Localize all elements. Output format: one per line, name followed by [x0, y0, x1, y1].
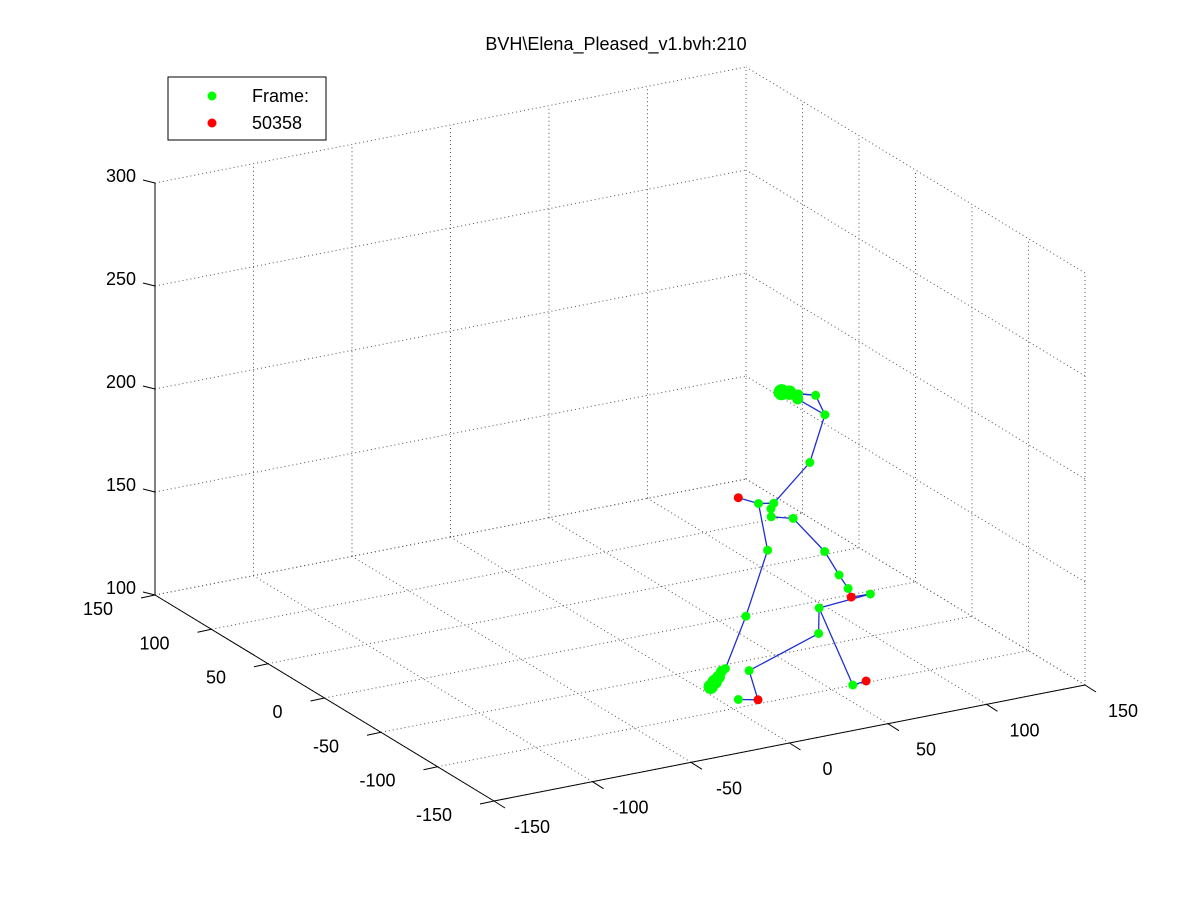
x-tick-label: -50 [716, 778, 742, 798]
x-tick-label: 0 [822, 759, 832, 779]
y-tick-label: -100 [359, 771, 395, 791]
x-tick-label: -150 [514, 817, 550, 837]
joint-r_toe [862, 677, 871, 686]
legend-label-frame: Frame: [252, 86, 309, 106]
joint-l_knee [745, 666, 754, 675]
legend-label-50358: 50358 [252, 113, 302, 133]
joint-r_forearm [835, 571, 844, 580]
x-tick-label: -100 [612, 798, 648, 818]
y-tick-label: -150 [416, 805, 452, 825]
x-tick-label: 50 [916, 740, 936, 760]
joint-r_knee [814, 629, 823, 638]
z-tick-label: 200 [106, 372, 136, 392]
joint-l_toe [734, 695, 743, 704]
z-tick-label: 300 [106, 166, 136, 186]
z-tick-label: 150 [106, 475, 136, 495]
joint-l_ankle [754, 695, 763, 704]
joint-r_elbow [820, 547, 829, 556]
legend-marker-50358 [208, 119, 217, 128]
z-tick-label: 250 [106, 269, 136, 289]
y-tick-label: 0 [272, 702, 282, 722]
x-tick-label: 150 [1108, 701, 1138, 721]
y-tick-label: 100 [139, 633, 169, 653]
y-tick-label: 50 [206, 668, 226, 688]
joint-pelvis [815, 604, 824, 613]
joint-head_end [811, 391, 820, 400]
joint-l_hand_5 [704, 680, 718, 694]
joint-l_clavicle [734, 493, 743, 502]
joint-l_forearm [741, 612, 750, 621]
joint-spine_2 [766, 504, 775, 513]
joint-r_shoulder [789, 514, 798, 523]
joint-r_wrist [844, 584, 853, 593]
joint-r_hand_joint [847, 593, 856, 602]
x-tick-label: 100 [1009, 720, 1039, 740]
joint-r_ankle [848, 681, 857, 690]
joint-head_4 [794, 389, 803, 398]
y-tick-label: 150 [83, 599, 113, 619]
joint-spine_1 [767, 512, 776, 521]
joint-spine_4 [805, 458, 814, 467]
legend: Frame: 50358 [168, 77, 326, 140]
legend-marker-frame [208, 92, 217, 101]
joint-chest [754, 499, 763, 508]
chart-title: BVH\Elena_Pleased_v1.bvh:210 [485, 34, 746, 55]
y-tick-label: -50 [313, 736, 339, 756]
joint-l_upperarm [763, 546, 772, 555]
z-tick-label: 100 [106, 578, 136, 598]
joint-neck [820, 410, 829, 419]
joint-r_hand_end [866, 590, 875, 599]
